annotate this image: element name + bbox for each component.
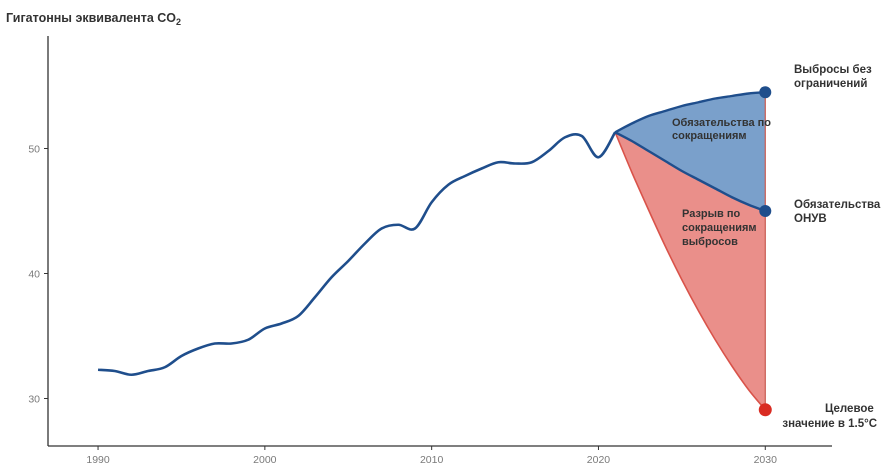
y-axis-title-subscript: 2 [176, 17, 181, 27]
label-commitments-area-line-1: Обязательства по [672, 117, 771, 129]
y-tick-label: 40 [28, 269, 40, 281]
unconstrained-line [614, 91, 766, 134]
historical-emissions-line [97, 131, 617, 377]
label-commitments-area-line-2: сокращениям [672, 130, 747, 142]
marker-target [758, 403, 772, 417]
y-axis-title: Гигатонны эквивалента CO2 [6, 11, 181, 27]
y-tick-label: 30 [28, 394, 40, 406]
label-unconditional-line-1: Обязательства [794, 199, 881, 211]
label-target-line-2: значение в 1.5°C [782, 418, 877, 430]
marker-unconditional [759, 205, 772, 217]
label-unconstrained-line-1: Выбросы без [794, 64, 872, 76]
label-unconditional-line-2: ОНУВ [794, 213, 827, 225]
label-gap: Разрыв по сокращениям выбросов [682, 208, 760, 248]
label-gap-line-2: сокращениям [682, 222, 757, 234]
label-commitments-area: Обязательства по сокращениям [672, 117, 774, 142]
label-gap-line-3: выбросов [682, 236, 738, 248]
label-target-line-1: Целевое [825, 403, 874, 415]
label-gap-line-1: Разрыв по [682, 208, 740, 220]
label-unconstrained: Выбросы без ограничений [794, 64, 875, 90]
marker-layer [758, 86, 772, 417]
target-1-5-line [614, 131, 766, 411]
label-unconditional: Обязательства ОНУВ [794, 199, 884, 225]
commitments-area [615, 92, 766, 211]
x-tick-label: 2020 [587, 454, 611, 466]
tick-layer: 1990 2000 2010 2020 2030 30 40 50 [28, 144, 777, 467]
projection-areas [615, 92, 766, 410]
commitments-line [614, 131, 766, 213]
x-tick-label: 2010 [420, 454, 444, 466]
marker-unconstrained [759, 86, 772, 99]
x-tick-label: 2000 [253, 454, 277, 466]
emissions-gap-area [615, 132, 766, 410]
label-target: Целевое значение в 1.5°C [782, 403, 877, 430]
line-layer [97, 91, 766, 411]
x-tick-label: 1990 [86, 454, 110, 466]
label-unconstrained-line-2: ограничений [794, 78, 867, 90]
y-tick-label: 50 [28, 144, 40, 156]
x-tick-label: 2030 [754, 454, 778, 466]
y-axis-title-main: Гигатонны эквивалента CO [6, 11, 176, 25]
